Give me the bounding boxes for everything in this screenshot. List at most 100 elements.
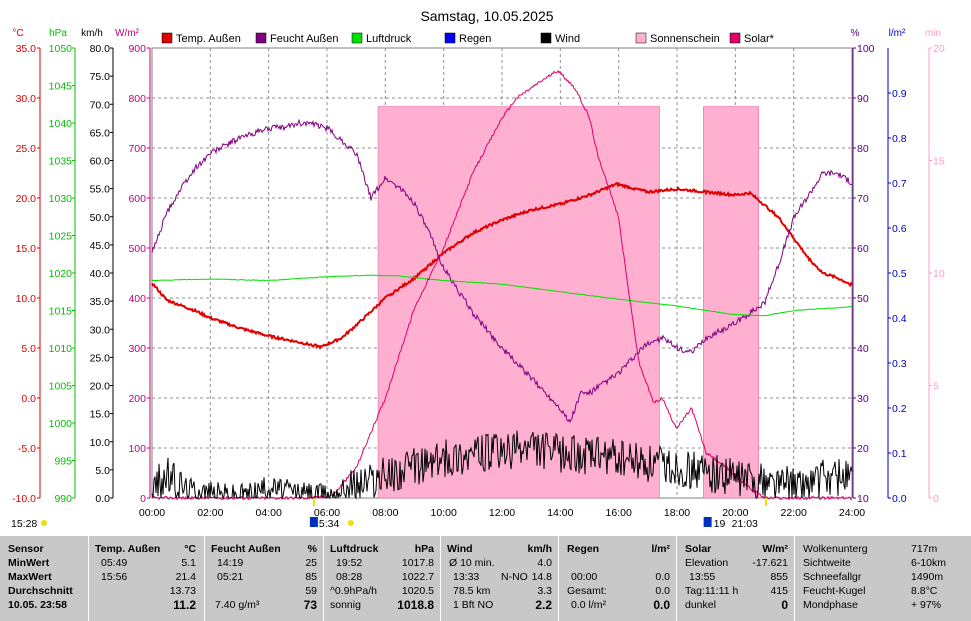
solar-current-value: 0 [781,598,788,612]
wind-max-dir: N-NO [501,571,528,583]
cloudbase-value: 717m [911,543,938,555]
wind-max-value: 14.8 [531,571,552,583]
sun-tick-label: 0 [933,493,939,505]
chart-legend: Temp. Außen Feucht Außen Luftdruck Regen Win… [161,32,775,45]
press-tick-label: 1040 [49,118,73,130]
x-tick-label: 08:00 [372,507,398,519]
rain-unit: l/m² [651,543,670,555]
sunset-time: 21:03 [732,518,758,530]
rain-tick-label: 0.6 [892,223,907,235]
solar-tick-label: 0 [140,493,146,505]
x-tick-label: 20:00 [722,507,748,519]
hum-tick-label: 70 [857,193,869,205]
press-axis-unit: hPa [49,28,67,39]
solar-head: Solar [685,543,712,555]
rain-max-time: 00:00 [571,571,598,583]
clock-left-time: 15:28 [11,518,37,530]
rain-tick-label: 0.7 [892,178,907,190]
sun-tick-label: 10 [933,268,945,280]
legend-label: Feucht Außen [270,33,339,45]
rain-total-label: Gesamt: [567,585,607,597]
series-windline [151,430,853,500]
x-tick-label: 14:00 [547,507,573,519]
legend-label: Sonnenschein [650,33,720,45]
col-wind: Wind km/h Ø 10 min. 4.0 13:33 N-NO 14.8 78.5… [441,536,558,621]
solar-tick-label: 900 [128,43,146,55]
y-axes: 35.0 30.0 25.0 20.0 15.0 10.0 5.0 0.0 -5.0 -10.0 1… [12,43,945,505]
temp-tick-label: 5.0 [21,343,36,355]
x-tick-label: 02:00 [197,507,223,519]
col-divider [323,536,324,621]
legend-label: Wind [555,33,580,45]
press-max-value: 1022.7 [401,571,434,583]
legend-swatch [444,32,456,44]
sunshine-bars [377,106,759,499]
solar-tick-label: 600 [128,193,146,205]
wind-tick-label: 20.0 [90,381,111,393]
wetbulb-label: Feucht-Kugel [803,585,866,597]
solar-tick-label: 800 [128,93,146,105]
sunshine-bar [703,106,759,499]
wind-tick-label: 80.0 [90,43,111,55]
rain-max-value: 0.0 [655,571,670,583]
wind-tick-label: 70.0 [90,99,111,111]
rain-axis-unit: l/m² [889,28,906,39]
series-temp-au-enline [151,181,853,350]
x-tick-label: 10:00 [431,507,457,519]
rain-tick-label: 0.5 [892,268,907,280]
col-divider [88,536,89,621]
temp-head: Temp. Außen [95,543,161,555]
legend-label: Regen [459,33,491,45]
hum-tick-label: 50 [857,293,869,305]
press-tick-label: 1035 [49,156,73,168]
stats-table: Sensor MinWert MaxWert Durchschnitt 10.0… [0,536,971,621]
press-tick-label: 995 [54,456,72,468]
temp-tick-label: 10.0 [16,293,37,305]
solar-tick-label: 100 [128,443,146,455]
solar-daylength: Tag:11:11 h [685,585,739,597]
wind-unit: km/h [527,543,552,555]
wind-avg10-label: Ø 10 min. [449,557,495,569]
press-tick-label: 1025 [49,231,73,243]
temp-tick-label: -10.0 [12,493,36,505]
press-tick-label: 1030 [49,193,73,205]
x-tick-label: 00:00 [139,507,165,519]
solar-unit: W/m² [762,543,788,555]
legend-swatch [729,32,741,44]
legend-swatch [161,32,173,44]
hum-avg-value: 59 [305,585,317,597]
cloudbase-label: Wolkenunterg [803,543,868,555]
press-trend: ^0.9hPa/h [330,585,377,597]
col-press: Luftdruck hPa 19:52 1017.8 08:28 1022.7 ^0.… [324,536,440,621]
solar-state: dunkel [685,599,716,611]
temp-tick-label: 20.0 [16,193,37,205]
temp-min-time: 05:49 [101,557,128,569]
hum-tick-label: 80 [857,143,869,155]
solar-tick-label: 200 [128,393,146,405]
col-misc: Wolkenunterg 717m Sichtweite 6-10km Schnee… [795,536,971,621]
col-divider [440,536,441,621]
row-max-label: MaxWert [8,571,52,583]
hum-max-time: 05:21 [217,571,244,583]
solar-tick-label: 300 [128,343,146,355]
sunrise-icon [309,517,318,527]
wind-axis-unit: km/h [81,28,103,39]
sun-axis-unit: min [925,28,941,39]
solar-elevation-value: -17.621 [752,557,788,569]
temp-tick-label: 35.0 [16,43,37,55]
rain-total-value: 0.0 [655,585,670,597]
wind-tick-label: 35.0 [90,296,111,308]
x-tick-label: 18:00 [664,507,690,519]
wind-tick-label: 25.0 [90,352,111,364]
sensor-head: Sensor [8,543,44,555]
wind-tick-label: 30.0 [90,324,111,336]
chart-title: Samstag, 10.05.2025 [420,8,553,24]
col-divider [676,536,677,621]
press-max-time: 08:28 [336,571,363,583]
visibility-value: 6-10km [911,557,947,569]
hum-max-value: 85 [305,571,317,583]
solar-tick-label: 400 [128,293,146,305]
hum-tick-label: 90 [857,93,869,105]
hum-min-value: 25 [305,557,317,569]
hum-tick-label: 30 [857,393,869,405]
